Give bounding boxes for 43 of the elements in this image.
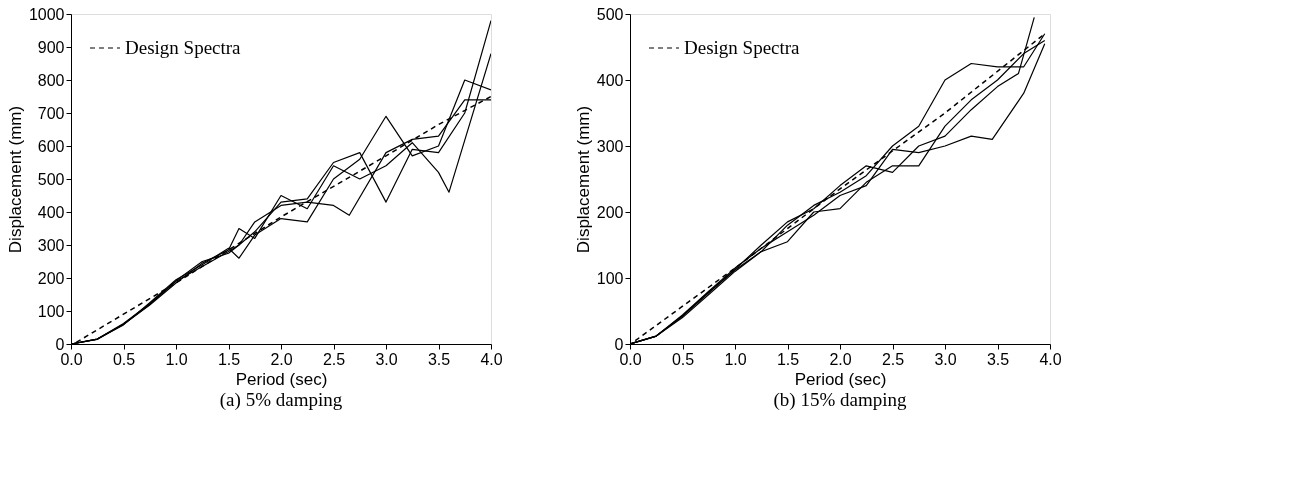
- y-tick-label: 800: [37, 71, 65, 89]
- y-tick-label: 100: [596, 269, 624, 287]
- y-tick-label: 900: [37, 38, 65, 56]
- x-tick-label: 1.0: [724, 350, 747, 368]
- x-tick-label: 3.5: [986, 350, 1010, 368]
- x-tick-label: 2.0: [829, 350, 852, 368]
- x-axis-title: Period (sec): [235, 369, 328, 389]
- text: (a) 5% damping: [219, 389, 343, 411]
- x-tick-label: 0.5: [112, 350, 136, 368]
- y-tick-label: 400: [596, 71, 624, 89]
- y-tick-label: 500: [37, 170, 65, 188]
- y-axis-title: Displacement (mm): [573, 105, 593, 254]
- text: (b) 15% damping: [773, 389, 907, 411]
- y-tick-label: 300: [596, 137, 624, 155]
- x-tick-label: 3.0: [375, 350, 398, 368]
- x-tick-label: 3.5: [427, 350, 451, 368]
- x-tick-label: 1.5: [217, 350, 241, 368]
- y-tick-label: 200: [37, 269, 65, 287]
- y-tick-label: 600: [37, 137, 65, 155]
- x-tick-label: 2.0: [270, 350, 293, 368]
- y-tick-label: 500: [596, 5, 624, 23]
- x-tick-label: 0.0: [619, 350, 642, 368]
- y-axis-title: Displacement (mm): [5, 105, 25, 254]
- legend-label: Design Spectra: [684, 37, 801, 58]
- x-tick-label: 0.0: [60, 350, 83, 368]
- x-axis-title: Period (sec): [794, 369, 887, 389]
- y-tick-label: 0: [614, 335, 624, 353]
- x-tick-label: 4.0: [480, 350, 503, 368]
- x-tick-label: 4.0: [1039, 350, 1062, 368]
- y-tick-label: 700: [37, 104, 65, 122]
- y-tick-label: 300: [37, 236, 65, 254]
- y-tick-label: 1000: [28, 5, 65, 23]
- y-tick-label: 400: [37, 203, 65, 221]
- x-tick-label: 1.0: [165, 350, 188, 368]
- x-tick-label: 2.5: [881, 350, 905, 368]
- y-tick-label: 0: [55, 335, 65, 353]
- x-tick-label: 3.0: [934, 350, 957, 368]
- x-tick-label: 1.5: [776, 350, 800, 368]
- y-tick-label: 200: [596, 203, 624, 221]
- x-tick-label: 2.5: [322, 350, 346, 368]
- y-tick-label: 100: [37, 302, 65, 320]
- x-tick-label: 0.5: [671, 350, 695, 368]
- legend-label: Design Spectra: [125, 37, 242, 58]
